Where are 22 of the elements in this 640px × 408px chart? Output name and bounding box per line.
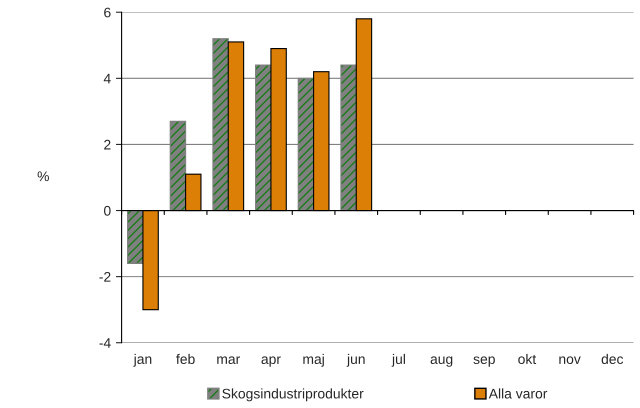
x-tick-label: jun xyxy=(346,354,365,367)
x-tick-label: sep xyxy=(473,356,495,367)
x-tick-label: jan xyxy=(133,354,152,367)
x-tick-label: mar xyxy=(217,356,240,364)
y-axis-title: % xyxy=(38,171,49,182)
x-tick-label: apr xyxy=(261,356,281,367)
bar xyxy=(127,210,144,264)
y-tick-label: 0 xyxy=(104,206,111,216)
x-tick-label: dec xyxy=(602,354,624,364)
y-tick-label: -2 xyxy=(99,272,110,282)
y-tick-label: 2 xyxy=(104,140,110,150)
x-tick-label: feb xyxy=(176,354,195,364)
x-tick-label: okt xyxy=(518,354,536,364)
y-tick-label: 6 xyxy=(104,8,111,18)
legend-label: Skogsindustriprodukter xyxy=(222,388,364,402)
x-tick-label: nov xyxy=(559,356,581,364)
legend-label: Alla varor xyxy=(488,388,548,399)
x-tick-label: maj xyxy=(303,354,324,367)
x-tick-label: jul xyxy=(392,354,405,367)
y-tick-label: -4 xyxy=(99,338,111,348)
x-tick-label: aug xyxy=(430,356,452,367)
y-tick-label: 4 xyxy=(104,74,111,84)
